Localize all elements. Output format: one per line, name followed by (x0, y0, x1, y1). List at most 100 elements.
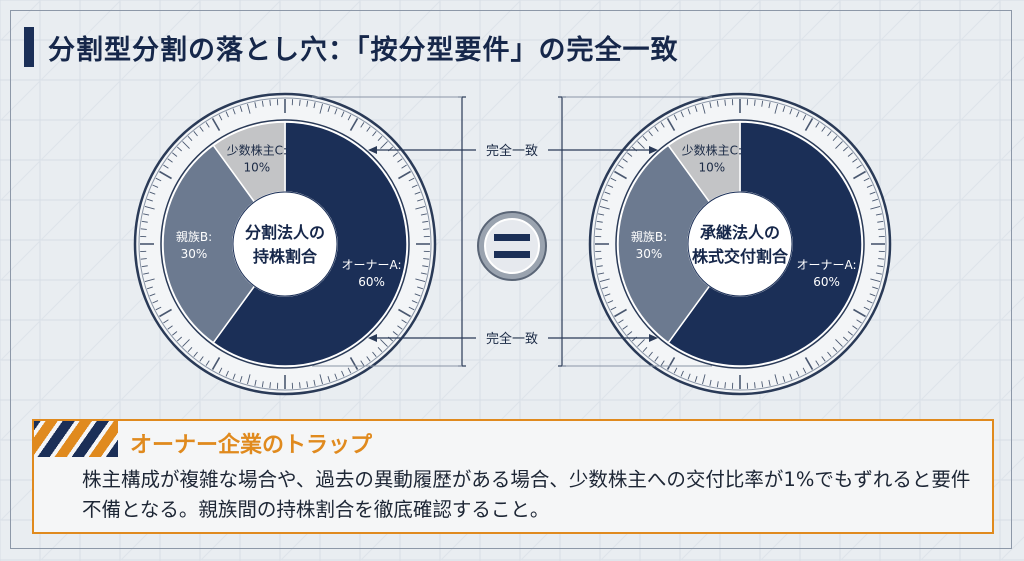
slice-value-label: 60% (358, 275, 385, 289)
dial-tick (140, 258, 147, 260)
dial-tick (835, 141, 843, 149)
dial-tick (832, 346, 838, 353)
dial-tick (870, 206, 881, 210)
dial-tick (167, 325, 173, 330)
dial-tick (796, 111, 800, 118)
dial-tick (408, 306, 415, 311)
equals-bar-top (494, 234, 530, 241)
slice-label: 親族B: (176, 230, 212, 244)
dial-tick (627, 152, 633, 157)
dial-tick (347, 114, 352, 121)
dial-tick (159, 170, 172, 180)
dial-tick (176, 146, 183, 152)
dial-tick (397, 325, 403, 330)
dial-tick (239, 105, 243, 112)
dial-tick (163, 319, 169, 324)
dial-tick (870, 278, 881, 282)
dial-tick (199, 356, 204, 362)
dial-tick (761, 381, 764, 388)
dial-tick (595, 258, 602, 260)
dial-tick (411, 300, 418, 304)
dial-tick (694, 105, 698, 112)
dial-tick (666, 118, 676, 131)
dial-tick (146, 286, 153, 290)
dial-tick (709, 379, 712, 386)
page-frame (10, 10, 1012, 549)
dial-tick (618, 164, 624, 169)
dial-tick (397, 158, 403, 163)
dial-tick (877, 220, 884, 223)
dial-tick (172, 152, 178, 157)
dial-tick (306, 100, 309, 107)
dial-tick (622, 325, 628, 330)
dial-tick (401, 319, 407, 324)
dial-tick (832, 135, 838, 142)
dial-tick (607, 184, 614, 188)
grid-diagonal (0, 0, 282, 282)
dial-tick (199, 126, 204, 132)
equals-inner-ring (484, 218, 540, 274)
dial-tick (155, 177, 162, 182)
dial-tick (618, 319, 624, 324)
dial-tick (144, 206, 155, 210)
dial-tick (152, 184, 159, 188)
dial-tick (863, 177, 870, 182)
dial-tick (360, 122, 365, 128)
warning-stripes-icon (34, 421, 118, 457)
dial-tick (654, 126, 659, 132)
dial-tick (804, 118, 814, 131)
dial-tick (815, 122, 820, 128)
dial-tick (847, 152, 853, 157)
dial-tick (313, 102, 316, 109)
dial-tick (804, 357, 814, 370)
dial-tick (269, 382, 271, 389)
slice-value-label: 60% (813, 275, 840, 289)
dial-tick (218, 367, 223, 374)
trap-body: 株主構成が複雑な場合や、過去の異動履歴がある場合、少数株主への交付比率が1%でも… (82, 468, 971, 521)
dial-tick (604, 293, 611, 297)
dial-tick (599, 278, 610, 282)
dial-tick (414, 191, 421, 195)
dial-tick (687, 373, 691, 380)
slice-label: オーナーA: (342, 258, 402, 272)
dial-tick (598, 272, 605, 275)
dial-tick (596, 265, 603, 268)
arrow-head-icon (368, 334, 377, 342)
dial-tick (423, 258, 430, 260)
arrow-head-icon (368, 146, 377, 154)
dial-tick (599, 206, 610, 210)
grid-diagonal (0, 0, 202, 202)
dial-tick (768, 379, 771, 386)
dial-tick (654, 356, 659, 362)
dial-tick (423, 228, 430, 230)
dial-tick (610, 306, 617, 311)
dial-tick (218, 114, 223, 121)
dial-tick (875, 272, 882, 275)
dial-tick (827, 131, 832, 137)
dial-tick (666, 357, 676, 370)
center-label: 持株割合 (253, 247, 318, 266)
dial-tick (377, 135, 383, 142)
slice-label: オーナーA: (797, 258, 857, 272)
slice-value-label: 30% (636, 247, 663, 261)
dial-tick (680, 370, 684, 377)
dial-tick (853, 308, 866, 318)
dial-tick (141, 265, 148, 268)
dial-tick (211, 118, 221, 131)
dial-tick (414, 293, 421, 297)
dial-tick (853, 170, 866, 180)
dial-tick (716, 381, 719, 388)
dial-tick (420, 272, 427, 275)
dial-tick (702, 374, 706, 385)
dial-tick (146, 198, 153, 202)
title-accent-bar (24, 27, 34, 67)
donut-hole (687, 191, 793, 297)
dial-tick (398, 308, 411, 318)
dial-tick (774, 103, 778, 114)
dial-tick (187, 346, 193, 353)
slice-label: 少数株主C: (682, 142, 742, 157)
dial-tick (687, 108, 691, 115)
